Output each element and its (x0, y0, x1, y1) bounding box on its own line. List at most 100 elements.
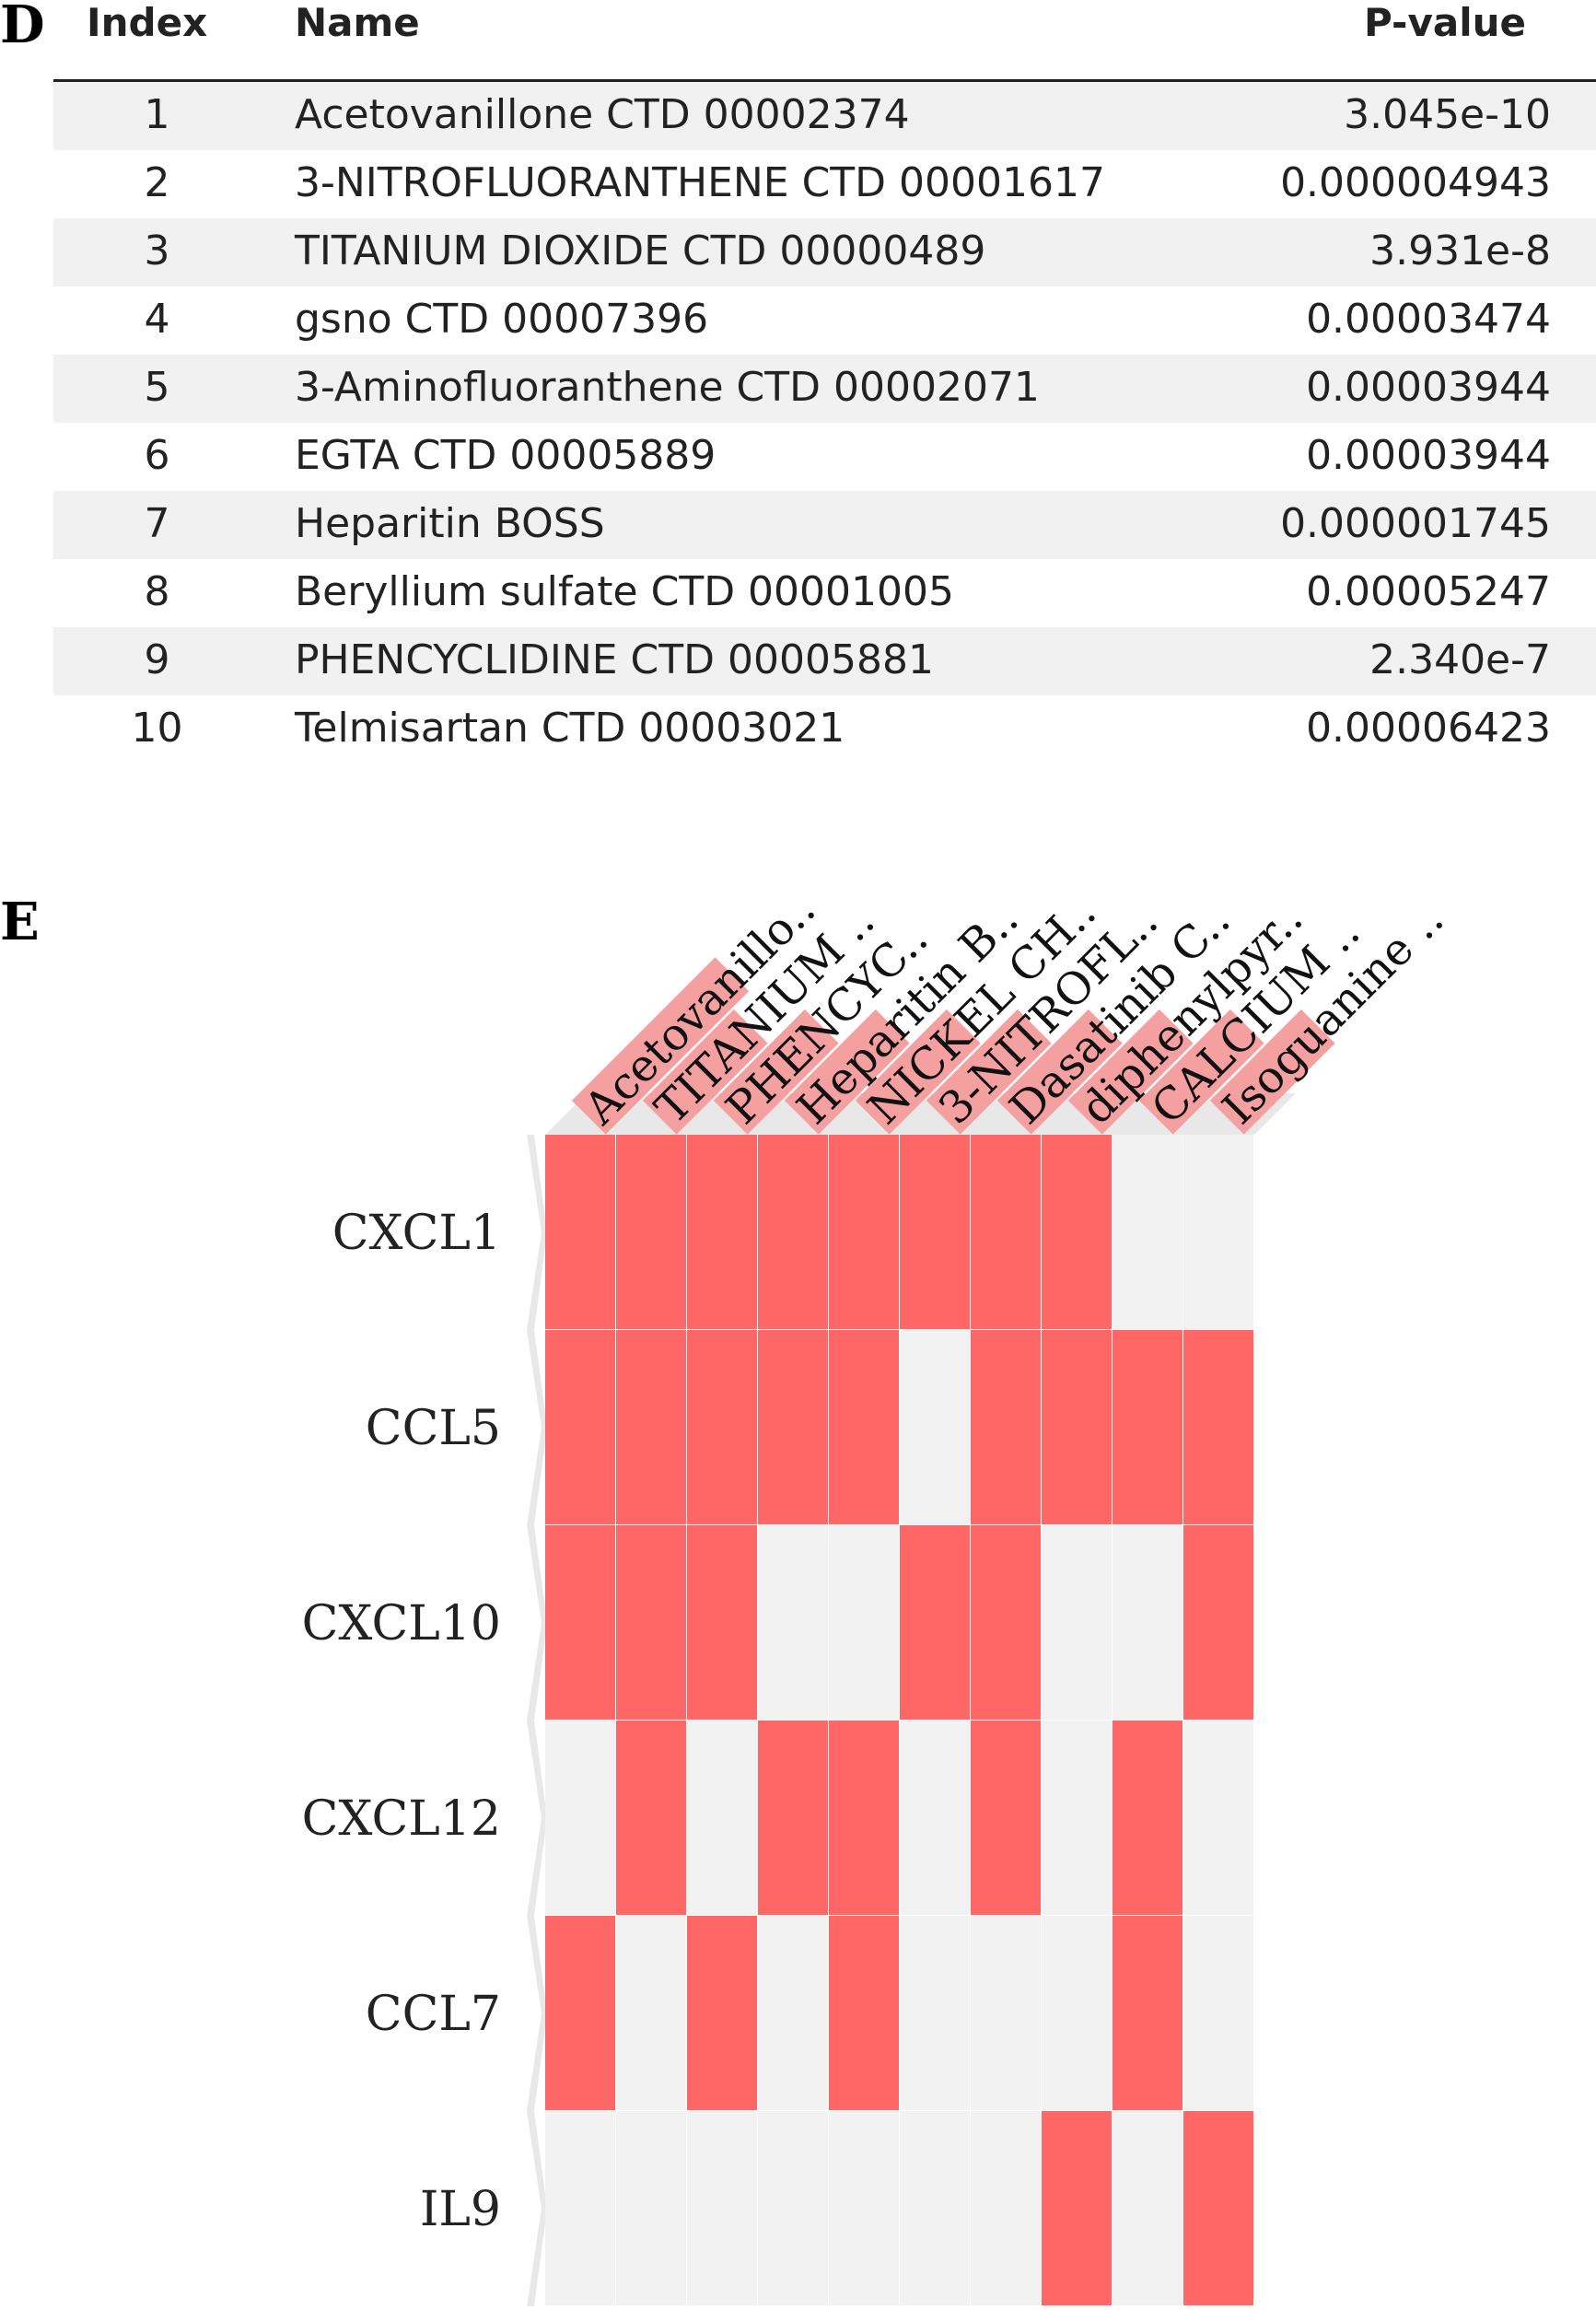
table-body: 1 Acetovanillone CTD 00002374 3.045e-10 2 3-… (53, 82, 1596, 764)
cell-pvalue: 0.000004943 (1280, 159, 1551, 206)
panel-label-e: E (0, 892, 40, 952)
heatmap-cell (1113, 1525, 1182, 1720)
heatmap-cell (829, 1721, 899, 1915)
table-row: 4 gsno CTD 00007396 0.00003474 (53, 286, 1596, 355)
heatmap-cell (1042, 1525, 1112, 1720)
column-label-highlight (996, 1009, 1123, 1135)
cell-index: 3 (144, 228, 170, 274)
cell-index: 2 (144, 159, 170, 206)
header-name: Name (295, 0, 420, 45)
cell-name: EGTA CTD 00005889 (295, 432, 716, 479)
header-pvalue: P-value (1364, 0, 1526, 45)
cell-name: Acetovanillone CTD 00002374 (295, 91, 910, 138)
column-label-highlight (571, 957, 750, 1135)
heatmap-cell (758, 1525, 828, 1720)
column-label-highlight (855, 1009, 981, 1135)
heatmap-cell (900, 1330, 970, 1524)
heatmap-cell (971, 1330, 1041, 1524)
header-index: Index (87, 0, 208, 45)
table-header: Index Name P-value (53, 0, 1596, 82)
heatmap-cell (616, 2111, 686, 2305)
heatmap-cell (687, 1135, 757, 1329)
row-label-band (527, 1916, 547, 2111)
row-label: CCL7 (366, 1987, 501, 2042)
cell-index: 7 (144, 500, 170, 547)
row-label-band (527, 1721, 547, 1916)
heatmap-cell (1183, 1916, 1253, 2110)
row-label-band (527, 1525, 547, 1721)
heatmap-cell (971, 1135, 1041, 1329)
cell-pvalue: 0.00006423 (1306, 705, 1551, 752)
heatmap-cell (687, 1916, 757, 2110)
heatmap-cell (758, 2111, 828, 2305)
row-label-band (527, 1330, 547, 1525)
heatmap-cell (1042, 1330, 1112, 1524)
heatmap-cell (1042, 1135, 1112, 1329)
cell-pvalue: 0.00003944 (1306, 364, 1551, 411)
heatmap-cell (545, 1525, 615, 1720)
heatmap-cell (971, 2111, 1041, 2305)
heatmap-cell (900, 1916, 970, 2110)
cell-name: Heparitin BOSS (295, 500, 605, 547)
cell-pvalue: 0.00003474 (1306, 296, 1551, 343)
heatmap-cell (829, 1135, 899, 1329)
cell-name: TITANIUM DIOXIDE CTD 00000489 (295, 228, 986, 274)
cell-name: Telmisartan CTD 00003021 (295, 705, 845, 752)
heatmap-cell (1113, 1916, 1182, 2110)
row-label: CXCL12 (302, 1791, 501, 1847)
cell-pvalue: 2.340e-7 (1369, 636, 1551, 683)
cell-index: 8 (144, 568, 170, 615)
heatmap-cell (829, 1916, 899, 2110)
table-row: 9 PHENCYCLIDINE CTD 00005881 2.340e-7 (53, 627, 1596, 695)
cell-name: PHENCYCLIDINE CTD 00005881 (295, 636, 934, 683)
heatmap-cell (616, 1135, 686, 1329)
heatmap-cell (758, 1916, 828, 2110)
column-label-highlight (784, 1009, 910, 1135)
cell-pvalue: 3.045e-10 (1344, 91, 1551, 138)
heatmap-cell (1042, 1916, 1112, 2110)
heatmap-cell (687, 1330, 757, 1524)
column-label-highlight (1067, 1009, 1194, 1135)
table-row: 6 EGTA CTD 00005889 0.00003944 (53, 423, 1596, 491)
cell-name: gsno CTD 00007396 (295, 296, 709, 343)
column-label-highlight (1209, 1009, 1335, 1135)
heatmap-cell (758, 1330, 828, 1524)
table-row: 10 Telmisartan CTD 00003021 0.00006423 (53, 695, 1596, 764)
heatmap-cell (971, 1525, 1041, 1720)
heatmap-cell (687, 1525, 757, 1720)
heatmap-cell (616, 1721, 686, 1915)
cell-name: Beryllium sulfate CTD 00001005 (295, 568, 955, 615)
heatmap-cell (616, 1330, 686, 1524)
cell-pvalue: 0.00005247 (1306, 568, 1551, 615)
row-label: CXCL1 (332, 1206, 501, 1261)
cell-pvalue: 3.931e-8 (1369, 228, 1551, 274)
heatmap-cell (900, 1721, 970, 1915)
table-row: 2 3-NITROFLUORANTHENE CTD 00001617 0.00000… (53, 150, 1596, 218)
cell-name: 3-NITROFLUORANTHENE CTD 00001617 (295, 159, 1105, 206)
cell-pvalue: 0.00003944 (1306, 432, 1551, 479)
row-label-band (527, 2111, 547, 2306)
heatmap-cell (1183, 1135, 1253, 1329)
cell-pvalue: 0.000001745 (1280, 500, 1551, 547)
heatmap-cell (616, 1916, 686, 2110)
row-label: CCL5 (366, 1401, 501, 1456)
table-row: 3 TITANIUM DIOXIDE CTD 00000489 3.931e-8 (53, 218, 1596, 286)
panel-label-d: D (0, 0, 45, 55)
cell-index: 6 (144, 432, 170, 479)
heatmap-cell (1113, 2111, 1182, 2305)
cell-name: 3-Aminofluoranthene CTD 00002071 (295, 364, 1040, 411)
column-label-highlight (926, 1009, 1052, 1135)
heatmap-cell (758, 1135, 828, 1329)
heatmap-cell (1183, 1330, 1253, 1524)
table-row: 7 Heparitin BOSS 0.000001745 (53, 491, 1596, 559)
table-row: 8 Beryllium sulfate CTD 00001005 0.0000524… (53, 559, 1596, 627)
heatmap-cell (545, 1721, 615, 1915)
heatmap-cell (971, 1721, 1041, 1915)
heatmap-cell (545, 1916, 615, 2110)
heatmap-cell (971, 1916, 1041, 2110)
heatmap-cell (545, 1135, 615, 1329)
column-label-highlight (1138, 1009, 1264, 1135)
cell-index: 4 (144, 296, 170, 343)
heatmap-cell (829, 1525, 899, 1720)
heatmap-cell (1183, 1525, 1253, 1720)
